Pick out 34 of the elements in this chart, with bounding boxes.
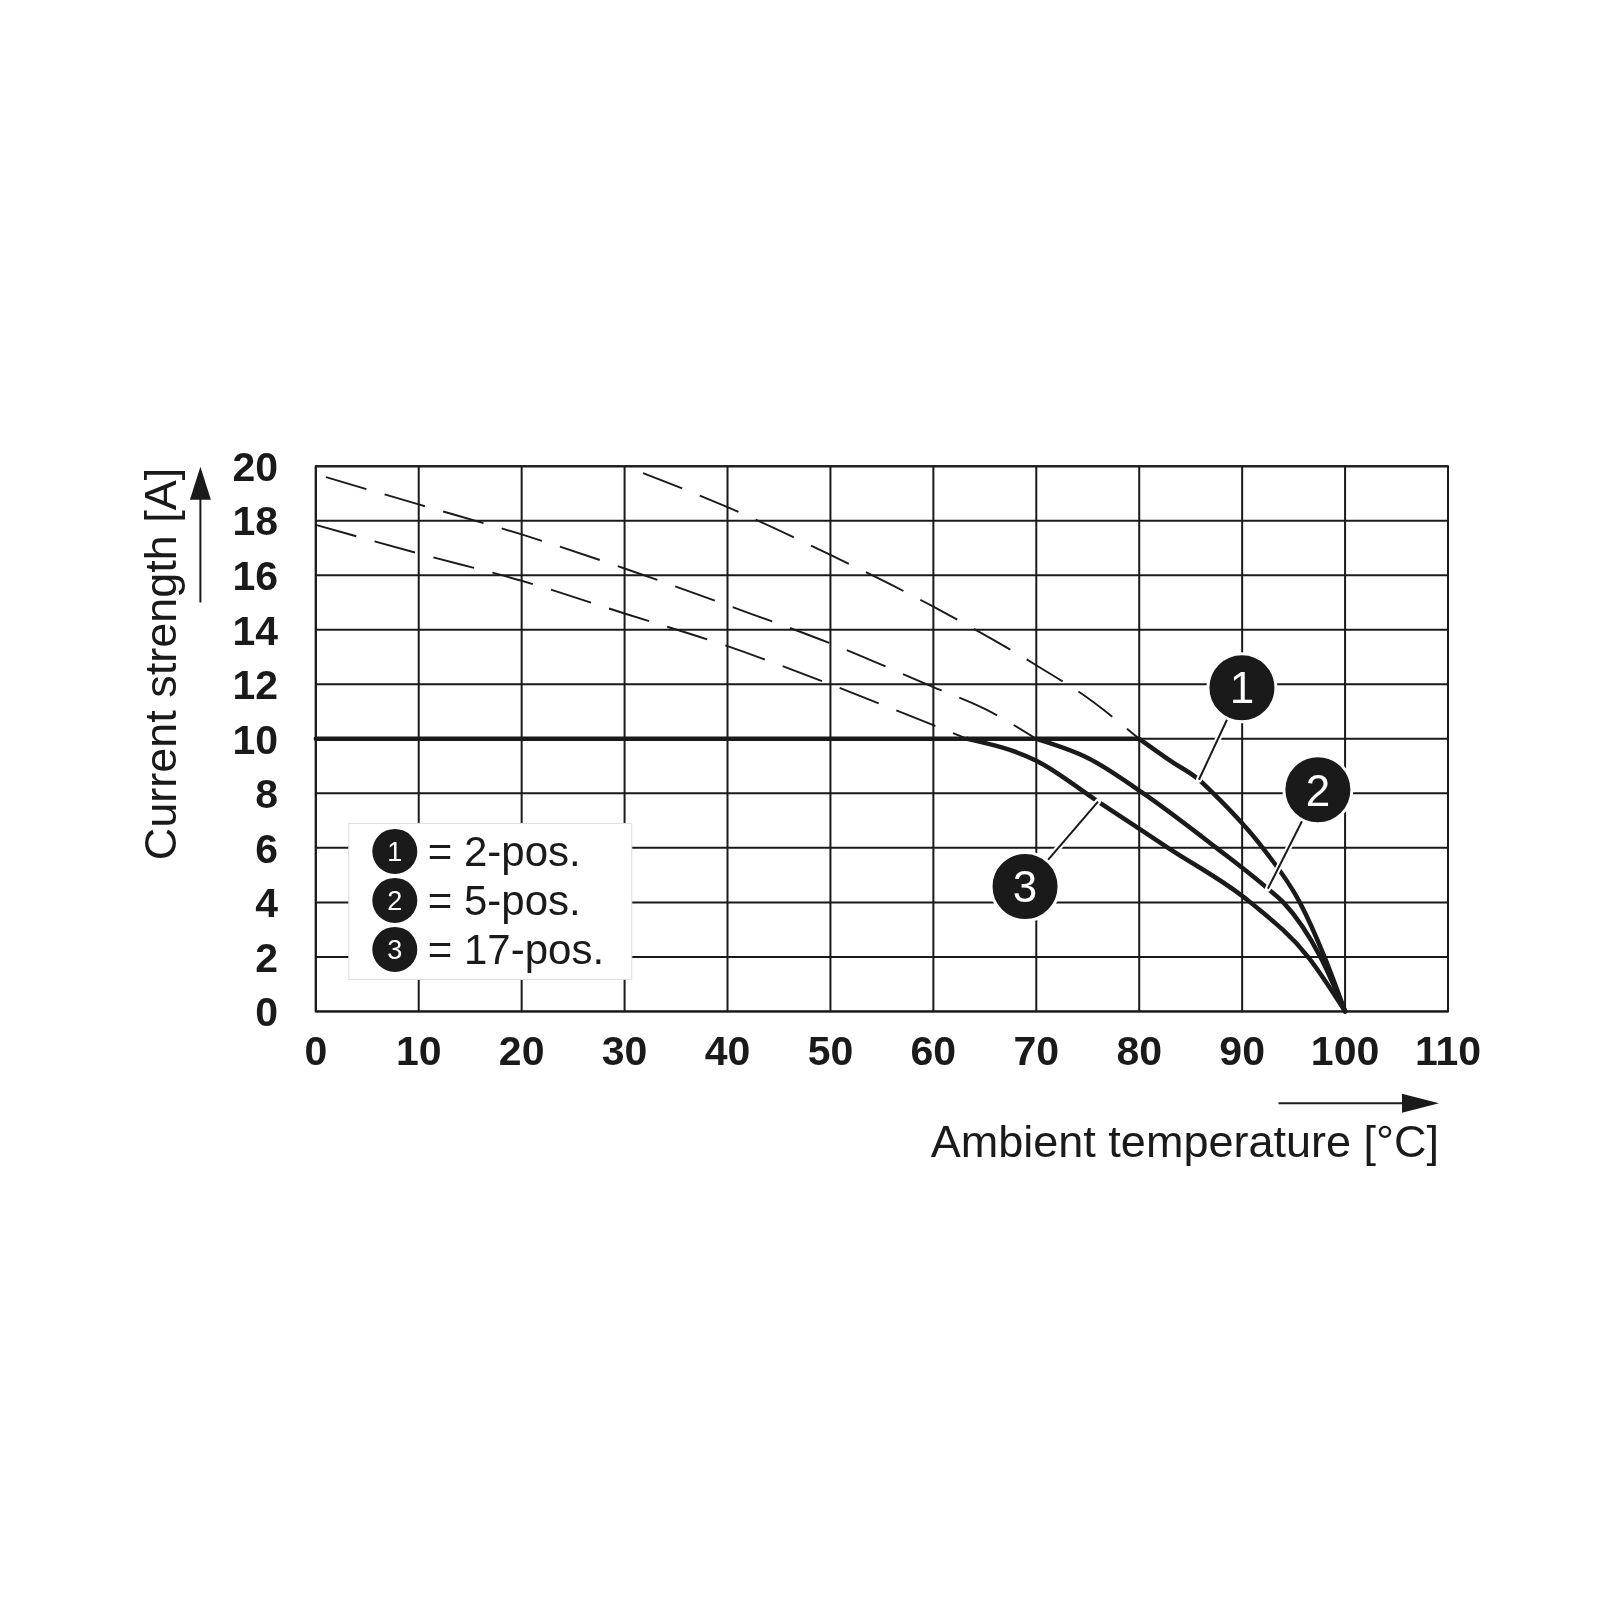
x-tick-label: 80 (1116, 1028, 1163, 1074)
y-tick-label: 4 (255, 880, 279, 927)
y-tick-label: 12 (232, 662, 278, 709)
x-tick-label: 50 (807, 1028, 854, 1074)
x-tick-label: 40 (704, 1028, 751, 1074)
x-tick-label: 20 (498, 1028, 545, 1074)
x-tick-label: 0 (304, 1028, 328, 1074)
y-tick-label: 10 (232, 716, 278, 763)
x-tick-label: 60 (910, 1028, 957, 1074)
x-tick-label: 10 (395, 1028, 442, 1074)
legend-label: = 5-pos. (427, 877, 581, 925)
annotation: 1 (1229, 663, 1255, 713)
x-tick-label: 70 (1013, 1028, 1060, 1074)
y-tick-label: 0 (255, 989, 278, 1036)
y-tick-label: 16 (232, 553, 278, 599)
y-tick-label: 8 (255, 771, 278, 818)
y-tick-label: 6 (255, 825, 278, 872)
text: 2 (387, 886, 403, 917)
text: 1 (387, 837, 403, 868)
x-tick-label: 110 (1414, 1028, 1482, 1074)
y-axis-title: Current strength [A] (134, 467, 186, 861)
x-tick-label: 90 (1219, 1028, 1265, 1074)
y-tick-label: 14 (232, 607, 279, 654)
annotation: 2 (1305, 765, 1331, 815)
x-tick-label: 100 (1310, 1028, 1380, 1074)
y-tick-label: 2 (255, 934, 278, 981)
legend-label: = 17-pos. (427, 926, 605, 974)
y-tick-label: 20 (232, 443, 278, 490)
text: 3 (387, 935, 403, 966)
legend-label: = 2-pos. (427, 828, 581, 876)
y-tick-label: 18 (232, 498, 278, 545)
x-axis-title: Ambient temperature [°C] (930, 1116, 1439, 1167)
x-tick-label: 30 (601, 1028, 648, 1074)
annotation: 3 (1012, 862, 1038, 912)
